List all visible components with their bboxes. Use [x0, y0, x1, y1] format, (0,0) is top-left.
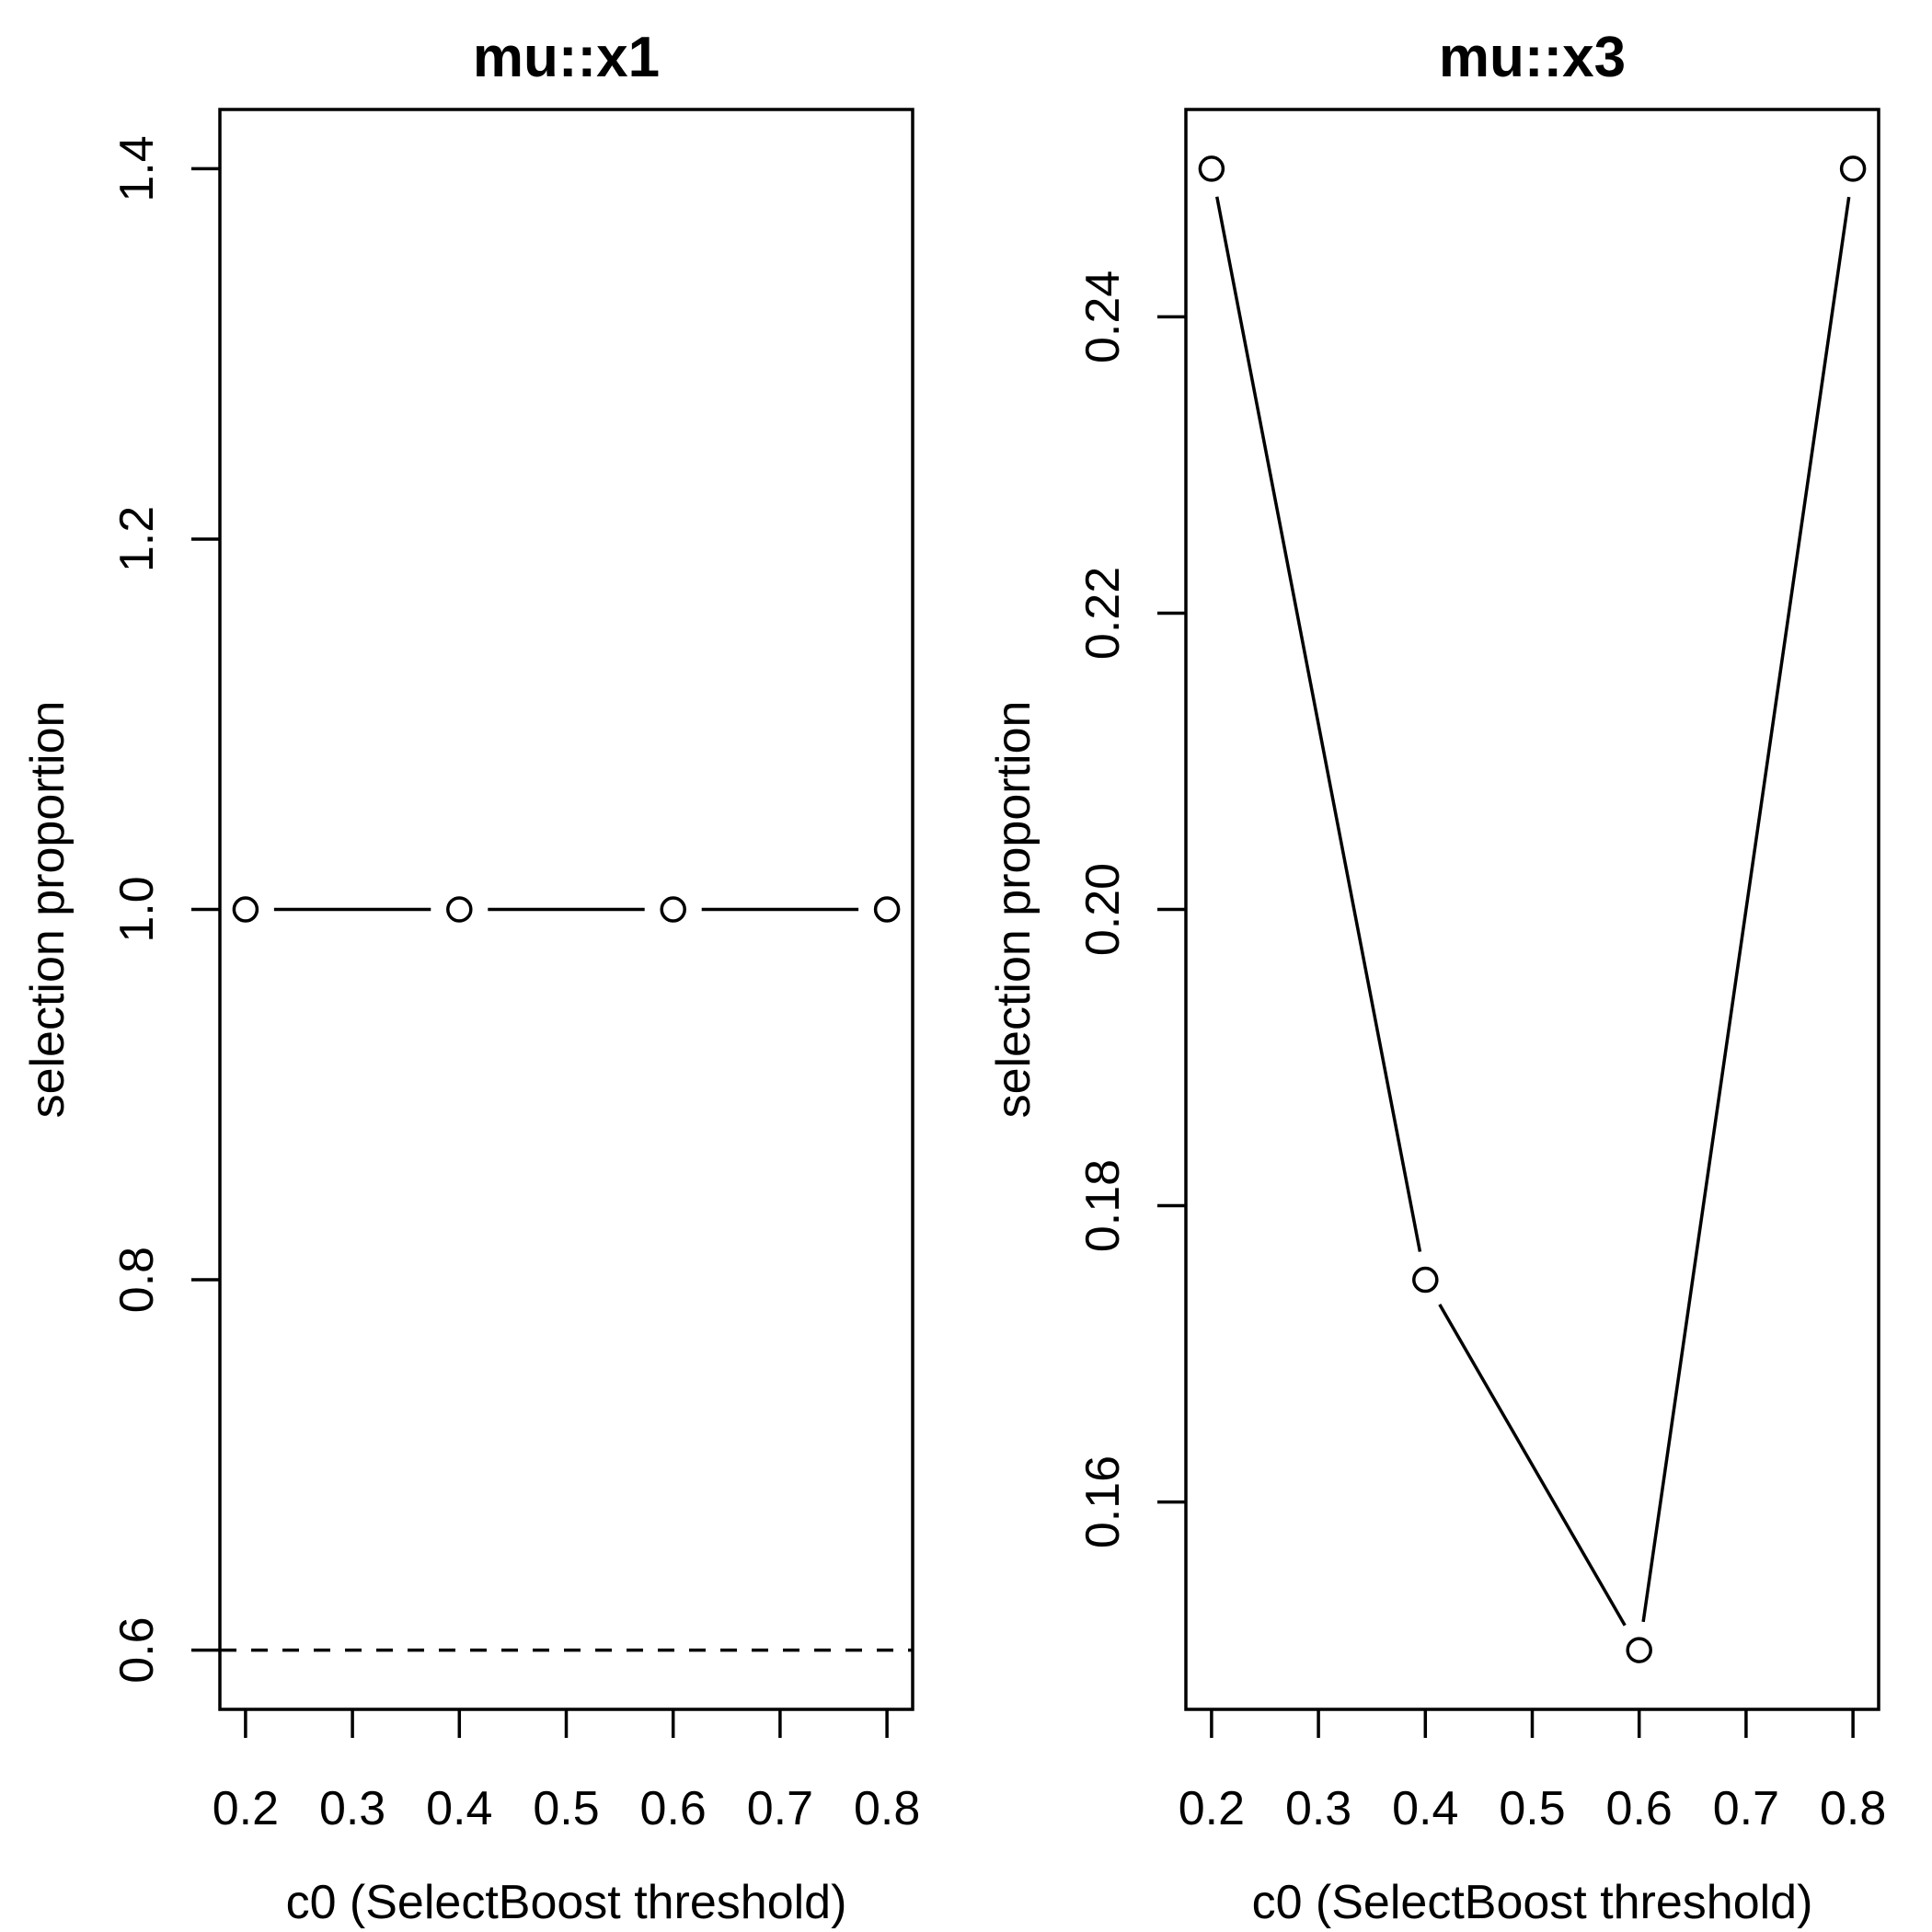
y-tick-label: 0.8 — [110, 1247, 164, 1313]
x-axis-label: c0 (SelectBoost threshold) — [286, 1876, 847, 1929]
data-point-open-circle-marker — [446, 896, 473, 923]
x-tick-label: 0.3 — [319, 1782, 385, 1835]
x-tick-label: 0.6 — [1606, 1782, 1673, 1835]
y-tick-label: 0.16 — [1076, 1455, 1130, 1548]
series-segment — [1641, 196, 1851, 1623]
plot-box — [1184, 108, 1880, 1711]
x-tick-label: 0.2 — [213, 1782, 279, 1835]
series-segment — [1215, 196, 1422, 1252]
y-tick-label: 0.24 — [1076, 270, 1130, 363]
data-point-open-circle-marker — [1412, 1266, 1439, 1294]
x-tick-label: 0.2 — [1179, 1782, 1245, 1835]
plot-title: mu::x1 — [473, 26, 660, 89]
data-point-open-circle-marker — [873, 896, 901, 923]
y-tick-label: 0.6 — [110, 1616, 164, 1683]
data-point-open-circle-marker — [1626, 1637, 1652, 1663]
y-tick-label: 0.20 — [1076, 863, 1130, 956]
data-point-open-circle-marker — [232, 896, 259, 923]
data-point-open-circle-marker — [1839, 155, 1867, 182]
x-axis-label: c0 (SelectBoost threshold) — [1252, 1876, 1813, 1929]
series-segment — [1438, 1304, 1627, 1627]
x-tick-label: 0.7 — [747, 1782, 813, 1835]
y-tick-label: 1.0 — [110, 876, 164, 942]
x-tick-label: 0.3 — [1285, 1782, 1351, 1835]
x-tick-label: 0.7 — [1713, 1782, 1779, 1835]
x-tick-label: 0.4 — [426, 1782, 492, 1835]
data-point-open-circle-marker — [660, 896, 686, 923]
x-tick-label: 0.8 — [1820, 1782, 1886, 1835]
y-tick-label: 1.2 — [110, 506, 164, 572]
y-axis-label: selection proportion — [987, 701, 1041, 1119]
panel-mu-x1: mu::x10.2 0.3 0.4 0.5 0.6 0.7 0.80.60.81.01.21… — [21, 26, 920, 1929]
x-tick-label: 0.8 — [854, 1782, 920, 1835]
y-tick-label: 0.18 — [1076, 1159, 1130, 1252]
x-tick-label: 0.6 — [640, 1782, 707, 1835]
y-tick-label: 1.4 — [110, 135, 164, 201]
y-tick-label: 0.22 — [1076, 567, 1130, 660]
panel-mu-x3: mu::x30.2 0.3 0.4 0.5 0.6 0.7 0.8 0.16 0.18 0.20 0… — [987, 26, 1886, 1929]
plot-title: mu::x3 — [1439, 26, 1626, 89]
x-tick-label: 0.5 — [533, 1782, 599, 1835]
x-tick-label: 0.4 — [1392, 1782, 1458, 1835]
data-point-open-circle-marker — [1198, 155, 1225, 182]
x-tick-label: 0.5 — [1499, 1782, 1565, 1835]
y-axis-label: selection proportion — [21, 701, 75, 1119]
